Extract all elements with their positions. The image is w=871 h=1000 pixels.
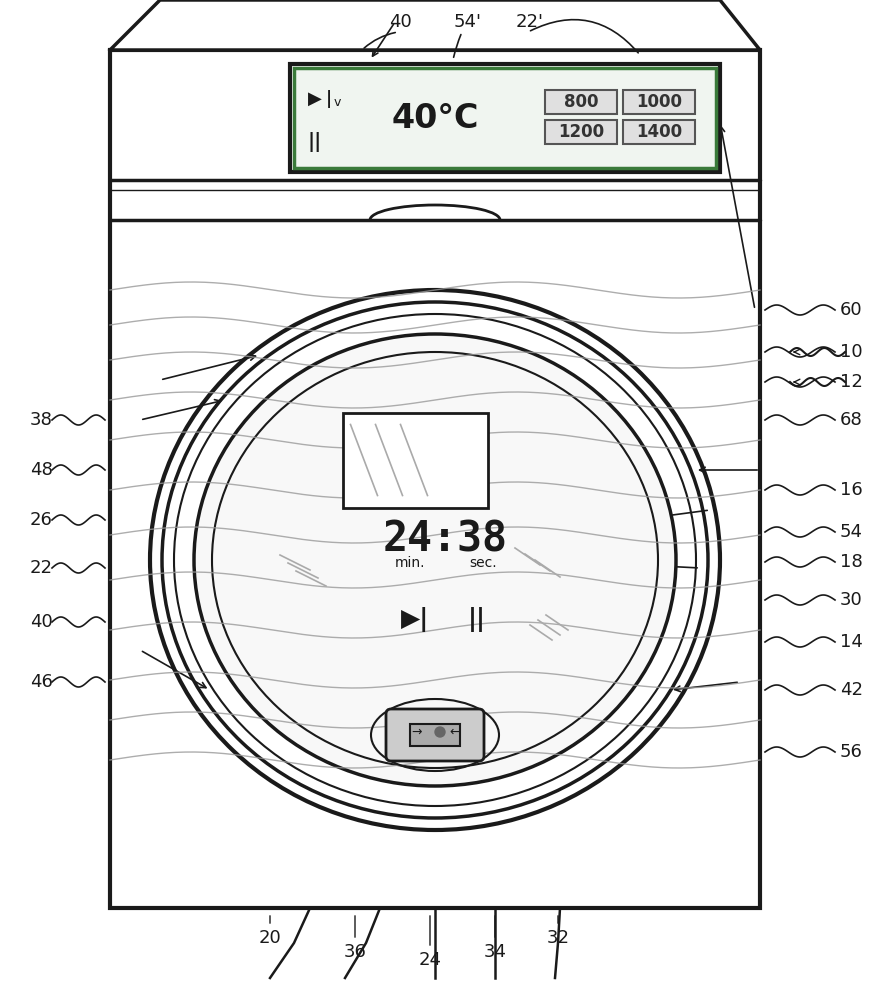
Bar — [342, 412, 488, 508]
Text: 60: 60 — [840, 301, 862, 319]
Text: ||: || — [468, 607, 486, 633]
Ellipse shape — [194, 334, 676, 786]
FancyBboxPatch shape — [386, 709, 484, 761]
Text: sec.: sec. — [469, 556, 496, 570]
Bar — [623, 120, 695, 144]
Text: 1200: 1200 — [558, 123, 604, 141]
Bar — [545, 120, 617, 144]
Text: |: | — [326, 90, 332, 108]
Bar — [294, 68, 716, 168]
Text: 40°C: 40°C — [391, 102, 479, 134]
Text: v: v — [334, 96, 341, 109]
Bar — [410, 724, 460, 746]
Text: 46: 46 — [30, 673, 53, 691]
Text: 24: 24 — [418, 951, 442, 969]
Text: 30: 30 — [840, 591, 863, 609]
Ellipse shape — [150, 290, 720, 830]
Text: 34: 34 — [483, 943, 507, 961]
Text: min.: min. — [395, 556, 425, 570]
Text: 1000: 1000 — [636, 93, 682, 111]
Text: ||: || — [307, 132, 322, 152]
Text: 38: 38 — [30, 411, 53, 429]
Text: 40: 40 — [388, 13, 411, 31]
Text: →: → — [412, 726, 422, 738]
Text: 54: 54 — [840, 523, 863, 541]
Text: 54': 54' — [454, 13, 482, 31]
Text: 56: 56 — [840, 743, 863, 761]
Text: 32: 32 — [546, 929, 570, 947]
Text: 48: 48 — [30, 461, 53, 479]
Text: 68: 68 — [840, 411, 863, 429]
Text: 22': 22' — [516, 13, 544, 31]
Text: 22: 22 — [30, 559, 53, 577]
Circle shape — [435, 727, 445, 737]
Text: ▶|: ▶| — [401, 607, 429, 633]
Text: 10: 10 — [840, 343, 862, 361]
Polygon shape — [110, 0, 760, 50]
Text: 14: 14 — [840, 633, 863, 651]
Text: 800: 800 — [564, 93, 598, 111]
Text: 20: 20 — [259, 929, 281, 947]
Text: 36: 36 — [343, 943, 367, 961]
Bar — [110, 50, 760, 908]
Text: 18: 18 — [840, 553, 863, 571]
Text: 16: 16 — [840, 481, 863, 499]
Ellipse shape — [212, 352, 658, 768]
Text: 42: 42 — [840, 681, 863, 699]
Text: 1400: 1400 — [636, 123, 682, 141]
Bar — [623, 90, 695, 114]
Text: 24:38: 24:38 — [382, 519, 508, 561]
Text: ▶: ▶ — [308, 90, 322, 108]
Text: 12: 12 — [840, 373, 863, 391]
Bar — [545, 90, 617, 114]
Bar — [290, 64, 720, 172]
Text: 40: 40 — [30, 613, 53, 631]
Text: ←: ← — [449, 726, 460, 738]
Text: 26: 26 — [30, 511, 53, 529]
